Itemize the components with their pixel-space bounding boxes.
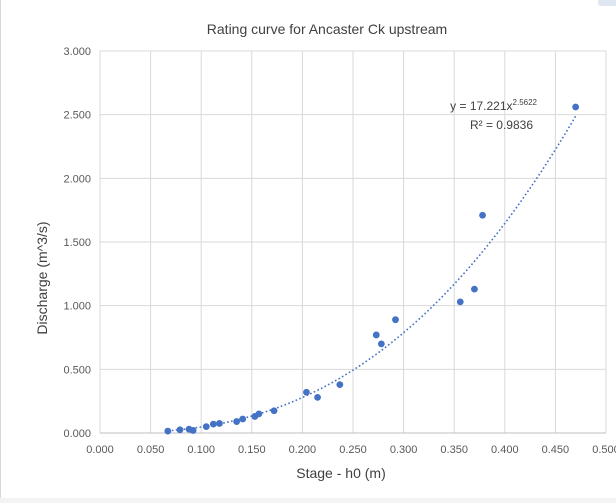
y-tick-label: 2.500 [63, 110, 91, 122]
trendline-group [167, 115, 577, 432]
x-tick-label: 0.400 [491, 444, 519, 456]
data-point [572, 103, 580, 111]
x-axis-label: Stage - h0 (m) [296, 465, 385, 481]
y-axis-label: Discharge (m^3/s) [34, 221, 50, 334]
data-point [233, 418, 241, 425]
data-point [270, 407, 278, 415]
y-tick-label: 2.000 [63, 173, 91, 185]
data-point [255, 410, 263, 418]
y-tick-label: 0.500 [63, 364, 91, 376]
data-point [372, 331, 380, 339]
y-tick-label: 1.000 [63, 301, 91, 313]
data-point [189, 427, 197, 434]
grid-lines [99, 50, 607, 434]
trend-equation: y = 17.221x2.5622 [450, 98, 537, 113]
data-point [336, 381, 344, 389]
axes: 0.000 0.050 0.100 0.150 0.200 0.250 0.300 0.350… [63, 46, 616, 456]
y-tick-label: 0.000 [63, 428, 91, 440]
x-tick-label: 0.450 [542, 444, 570, 456]
x-tick-label: 0.250 [339, 444, 367, 456]
trend-equation-base: y = 17.221x [450, 99, 512, 113]
chart-title: Rating curve for Ancaster Ck upstream [207, 21, 447, 37]
data-point [176, 426, 184, 434]
chart-labels: Rating curve for Ancaster Ck upstream St… [34, 21, 538, 481]
trend-r-squared: R² = 0.9836 [470, 118, 533, 132]
x-tick-label: 0.500 [592, 444, 616, 456]
x-tick-label: 0.300 [390, 444, 418, 456]
x-tick-label: 0.050 [137, 444, 165, 456]
x-tick-label: 0.350 [440, 444, 468, 456]
x-tick-label: 0.100 [187, 444, 215, 456]
trend-equation-exponent: 2.5622 [513, 98, 538, 107]
data-points [164, 103, 580, 435]
data-point [479, 211, 486, 219]
data-point [392, 316, 399, 324]
power-trendline [167, 115, 577, 432]
x-tick-label: 0.200 [289, 444, 317, 456]
y-tick-label: 3.000 [63, 46, 91, 58]
data-point [164, 427, 172, 435]
corner-resize-handle [598, 0, 616, 6]
y-tick-label: 1.500 [63, 237, 91, 249]
data-point [377, 340, 385, 348]
data-point [216, 420, 223, 427]
x-tick-label: 0.150 [238, 444, 266, 456]
data-point [209, 420, 217, 428]
x-tick-label: 0.000 [86, 444, 114, 456]
data-point [456, 298, 464, 306]
data-point [202, 423, 210, 431]
data-point [239, 415, 247, 423]
data-point [314, 393, 321, 401]
data-point [303, 388, 310, 396]
data-point [471, 285, 478, 293]
